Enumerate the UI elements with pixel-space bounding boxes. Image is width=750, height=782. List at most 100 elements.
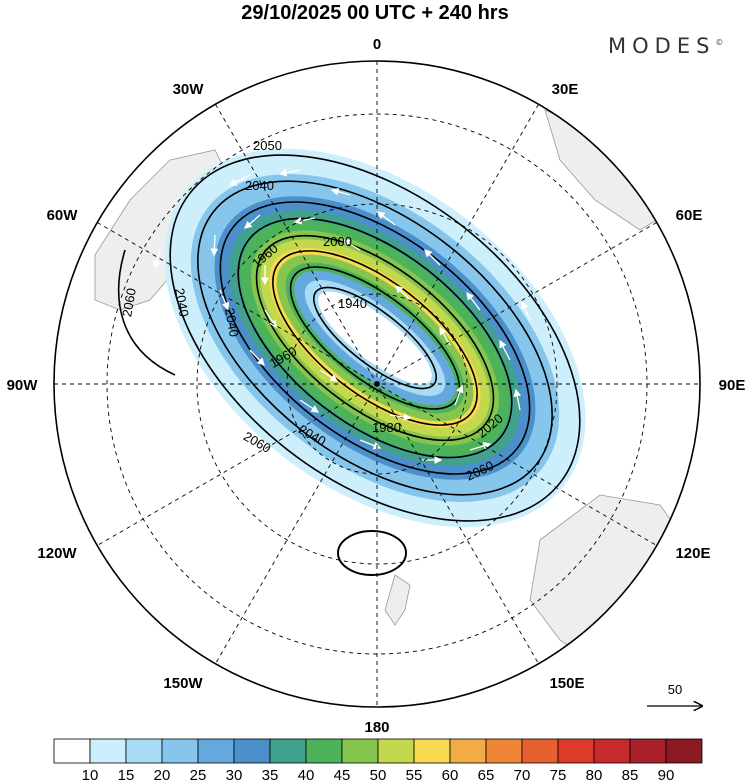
wind-vector (152, 249, 161, 270)
map-boundary (53, 60, 701, 708)
map-disk (54, 61, 700, 707)
contour-1940 (312, 286, 438, 390)
wind-vector (454, 384, 464, 406)
wind-vector (249, 349, 265, 366)
colorbar-tick-label: 65 (478, 767, 495, 782)
wind-vector (469, 442, 492, 451)
contour-label: 1940 (338, 296, 367, 311)
colorbar-tick-label: 85 (622, 767, 639, 782)
lon-label-60w: 60W (47, 207, 79, 224)
contour-closed-low-south (337, 530, 407, 576)
colorbar-swatch (233, 738, 271, 764)
wind-vector (330, 187, 351, 196)
contour-label: 2040 (222, 307, 242, 338)
colorbar-swatch (53, 738, 91, 764)
shade-core (318, 291, 432, 385)
colorbar-tick-label: 35 (262, 767, 279, 782)
lon-label-30e: 30E (552, 81, 579, 98)
contour-1960 (289, 266, 461, 410)
contour-2050 (197, 180, 553, 496)
colorbar-swatch (305, 738, 343, 764)
colorbar-tick-label: 60 (442, 767, 459, 782)
wind-vector (341, 239, 361, 251)
lon-label-60e: 60E (676, 207, 703, 224)
south-pole-dot (374, 381, 380, 387)
wind-vector (521, 300, 531, 321)
reference-vector-label: 50 (668, 682, 682, 697)
contour-label: 2040 (172, 287, 192, 318)
wind-speed-shading (164, 148, 586, 528)
lon-label-120w: 120W (37, 545, 77, 562)
chart-title: 29/10/2025 00 UTC + 240 hrs (241, 2, 509, 24)
height-contours (169, 154, 581, 522)
contour-2000 (255, 234, 495, 442)
lon-label-90e: 90E (719, 377, 746, 394)
contour-label: 1980 (372, 420, 401, 435)
wind-vector (513, 388, 522, 411)
colorbar-swatch (593, 738, 631, 764)
colorbar-tick-label: 25 (190, 767, 207, 782)
colorbar-tick-label: 45 (334, 767, 351, 782)
colorbar-tick-label: 75 (550, 767, 567, 782)
colorbar-tick-label: 10 (82, 767, 99, 782)
wind-vector (466, 291, 481, 311)
lon-label-150e: 150E (549, 675, 584, 692)
lon-label-0: 0 (373, 36, 381, 53)
contour-2040 (219, 201, 531, 475)
wind-vector (293, 216, 316, 225)
lon-label-30w: 30W (173, 81, 205, 98)
wind-vector (264, 309, 277, 329)
new-zealand-land (384, 574, 411, 626)
colorbar-swatch (557, 738, 595, 764)
latitude-circle-40 (196, 203, 558, 565)
colorbar-swatch (413, 738, 451, 764)
colorbar-tick-label: 55 (406, 767, 423, 782)
colorbar-swatch (629, 738, 667, 764)
colorbar-swatch (341, 738, 379, 764)
contour-2020 (237, 217, 513, 459)
wind-vector (244, 214, 261, 229)
wind-vector (389, 413, 412, 421)
colorbar-tick-label: 15 (118, 767, 135, 782)
wind-vector (228, 174, 251, 186)
wind-vector (299, 399, 320, 413)
colorbar-swatch (161, 738, 199, 764)
contour-2060-west-lobe (118, 249, 176, 376)
brand-logo: MODES© (608, 34, 723, 58)
contour-label: 2000 (323, 234, 352, 249)
colorbar-swatch (197, 738, 235, 764)
lon-label-180: 180 (364, 719, 389, 736)
wind-vector (424, 249, 441, 266)
wind-vector (319, 369, 339, 382)
reference-vector: 50 (647, 682, 702, 706)
longitude-labels: 0 30W 30E 60W 60E 90W 90E 120W 120E 150W… (7, 36, 746, 736)
wind-vector (376, 211, 396, 226)
wind-vectors (152, 168, 531, 464)
colorbar-swatch (521, 738, 559, 764)
colorbar-swatch (269, 738, 307, 764)
contour-label: 2050 (253, 138, 282, 153)
colorbar-swatch (665, 738, 703, 764)
colorbar-tick-label: 90 (658, 767, 675, 782)
lon-label-120e: 120E (675, 545, 710, 562)
colorbar: 10 15 20 25 30 35 40 45 50 55 60 65 70 75 80 85 90 (53, 738, 703, 782)
wind-vector (210, 234, 219, 257)
contour-1980 (272, 250, 478, 426)
colorbar-tick-label: 30 (226, 767, 243, 782)
colorbar-tick-label: 70 (514, 767, 531, 782)
colorbar-swatch (125, 738, 163, 764)
colorbar-tick-label: 50 (370, 767, 387, 782)
wind-vector (439, 326, 451, 346)
colorbar-swatch (449, 738, 487, 764)
colorbar-tick-label: 20 (154, 767, 171, 782)
brand-text: MODES (608, 34, 716, 58)
wind-vector (189, 399, 208, 413)
copyright-mark: © (715, 38, 724, 47)
colorbar-swatch (377, 738, 415, 764)
wind-vector (395, 285, 411, 301)
lon-label-150w: 150W (163, 675, 203, 692)
colorbar-swatch (485, 738, 523, 764)
wind-vector (499, 339, 511, 361)
wind-vector (278, 168, 301, 177)
